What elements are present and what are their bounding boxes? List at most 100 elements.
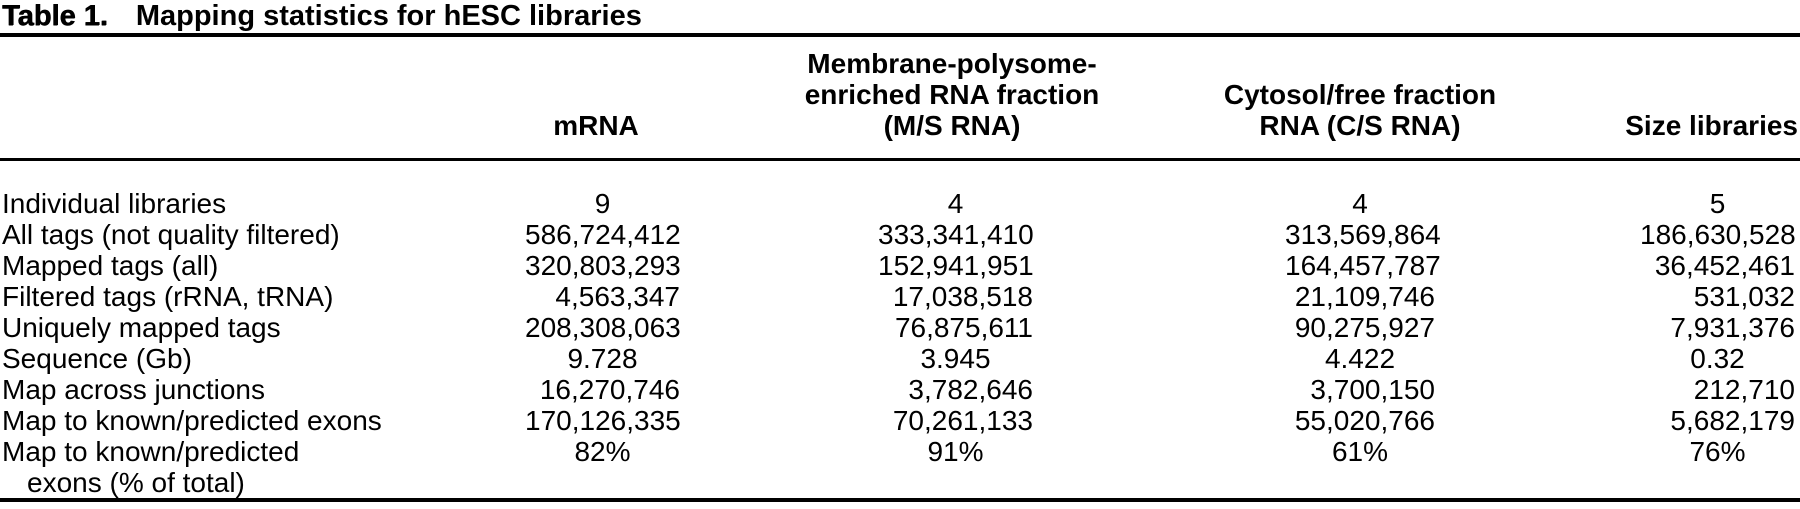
cell-mrna: 320,803,293 [430, 250, 750, 281]
cell-value: 212,710 [1693, 374, 1795, 405]
header-cell-mrna: mRNA [430, 35, 750, 160]
cell-size-libraries: 531,032 [1500, 281, 1800, 312]
cell-value: 0.32 [1690, 343, 1745, 374]
table-row-mapped-tags: Mapped tags (all) 320,803,293 152,941,95… [0, 250, 1800, 281]
cell-value: 61% [1331, 436, 1389, 467]
cell-value: 586,724,412 [525, 219, 681, 250]
cell-value: 531,032 [1693, 281, 1795, 312]
header-line: enriched RNA fraction [804, 79, 1100, 110]
cell-value: 3,700,150 [1310, 374, 1435, 405]
table-number: Table 1. [2, 0, 108, 32]
cell-value: 186,630,528 [1640, 219, 1796, 250]
cell-value: 90,275,927 [1294, 312, 1435, 343]
cell-value: 55,020,766 [1294, 405, 1435, 436]
header-cell-size-libraries: Size libraries [1500, 35, 1800, 160]
cell-size-libraries: 5,682,179 [1500, 405, 1800, 436]
table-caption: Mapping statistics for hESC libraries [135, 0, 642, 32]
cell-ms-rna: 91% [750, 436, 1120, 500]
cell-value: 3.945 [920, 343, 991, 374]
header-line: Membrane-polysome- [807, 48, 1097, 79]
cell-value: 4,563,347 [555, 281, 680, 312]
cell-ms-rna: 3,782,646 [750, 374, 1120, 405]
header-cell-cs-rna: Cytosol/free fraction RNA (C/S RNA) [1120, 35, 1500, 160]
cell-value: 3,782,646 [908, 374, 1033, 405]
cell-ms-rna: 70,261,133 [750, 405, 1120, 436]
table-row-map-to-exons: Map to known/predicted exons 170,126,335… [0, 405, 1800, 436]
header-line: Cytosol/free fraction [1223, 79, 1497, 110]
cell-cs-rna: 21,109,746 [1120, 281, 1500, 312]
cell-ms-rna: 333,341,410 [750, 219, 1120, 250]
cell-cs-rna: 61% [1120, 436, 1500, 500]
cell-value: 91% [927, 436, 984, 467]
header-cell-ms-rna: Membrane-polysome- enriched RNA fraction… [750, 35, 1120, 160]
cell-cs-rna: 4.422 [1120, 343, 1500, 374]
cell-cs-rna: 3,700,150 [1120, 374, 1500, 405]
table-row-filtered-tags: Filtered tags (rRNA, tRNA) 4,563,347 17,… [0, 281, 1800, 312]
header-cell-empty [0, 35, 430, 160]
cell-value: 36,452,461 [1654, 250, 1795, 281]
cell-value: 333,341,410 [878, 219, 1034, 250]
header-line: mRNA [553, 110, 639, 141]
cell-ms-rna: 4 [750, 160, 1120, 219]
row-label: Uniquely mapped tags [2, 312, 281, 343]
cell-value: 313,569,864 [1285, 219, 1441, 250]
cell-mrna: 82% [430, 436, 750, 500]
cell-value: 17,038,518 [892, 281, 1033, 312]
cell-value: 82% [574, 436, 631, 467]
row-label: Map to known/predicted exons [2, 405, 382, 436]
mapping-statistics-table: mRNA Membrane-polysome- enriched RNA fra… [0, 33, 1800, 502]
cell-value: 4 [947, 188, 964, 219]
cell-value: 5,682,179 [1670, 405, 1795, 436]
header-row: mRNA Membrane-polysome- enriched RNA fra… [0, 35, 1800, 160]
cell-size-libraries: 0.32 [1500, 343, 1800, 374]
cell-value: 16,270,746 [539, 374, 680, 405]
table-row-sequence-gb: Sequence (Gb) 9.728 3.945 4.422 0.32 [0, 343, 1800, 374]
cell-ms-rna: 76,875,611 [750, 312, 1120, 343]
cell-mrna: 9 [430, 160, 750, 219]
cell-cs-rna: 164,457,787 [1120, 250, 1500, 281]
cell-value: 70,261,133 [892, 405, 1033, 436]
header-line: Size libraries [1625, 110, 1798, 141]
cell-value: 76% [1689, 436, 1746, 467]
cell-mrna: 9.728 [430, 343, 750, 374]
table-row-map-to-exons-percent: Map to known/predicted exons (% of total… [0, 436, 1800, 500]
table-row-individual-libraries: Individual libraries 9 4 4 5 [0, 160, 1800, 219]
header-line: RNA (C/S RNA) [1259, 110, 1461, 141]
cell-size-libraries: 76% [1500, 436, 1800, 500]
cell-mrna: 208,308,063 [430, 312, 750, 343]
cell-size-libraries: 186,630,528 [1500, 219, 1800, 250]
cell-mrna: 16,270,746 [430, 374, 750, 405]
cell-ms-rna: 17,038,518 [750, 281, 1120, 312]
cell-value: 5 [1709, 188, 1726, 219]
cell-size-libraries: 212,710 [1500, 374, 1800, 405]
cell-value: 9.728 [567, 343, 638, 374]
cell-mrna: 4,563,347 [430, 281, 750, 312]
cell-value: 9 [594, 188, 611, 219]
row-label: Mapped tags (all) [2, 250, 219, 281]
cell-value: 208,308,063 [525, 312, 681, 343]
cell-size-libraries: 7,931,376 [1500, 312, 1800, 343]
row-label: Map to known/predicted exons (% of total… [2, 436, 300, 498]
cell-mrna: 170,126,335 [430, 405, 750, 436]
cell-value: 320,803,293 [525, 250, 681, 281]
header-line: (M/S RNA) [883, 110, 1021, 141]
cell-value: 170,126,335 [525, 405, 681, 436]
cell-value: 76,875,611 [894, 312, 1033, 343]
cell-ms-rna: 152,941,951 [750, 250, 1120, 281]
row-label: Sequence (Gb) [2, 343, 192, 374]
row-label: Individual libraries [2, 188, 227, 219]
cell-size-libraries: 5 [1500, 160, 1800, 219]
cell-mrna: 586,724,412 [430, 219, 750, 250]
cell-cs-rna: 4 [1120, 160, 1500, 219]
cell-value: 21,109,746 [1294, 281, 1435, 312]
cell-cs-rna: 313,569,864 [1120, 219, 1500, 250]
row-label: All tags (not quality filtered) [2, 219, 340, 250]
cell-value: 164,457,787 [1285, 250, 1441, 281]
row-label: Map across junctions [2, 374, 266, 405]
table-header: mRNA Membrane-polysome- enriched RNA fra… [0, 35, 1800, 160]
cell-size-libraries: 36,452,461 [1500, 250, 1800, 281]
table-row-uniquely-mapped-tags: Uniquely mapped tags 208,308,063 76,875,… [0, 312, 1800, 343]
table-body: Individual libraries 9 4 4 5 All tags (n… [0, 160, 1800, 501]
cell-value: 152,941,951 [878, 250, 1034, 281]
